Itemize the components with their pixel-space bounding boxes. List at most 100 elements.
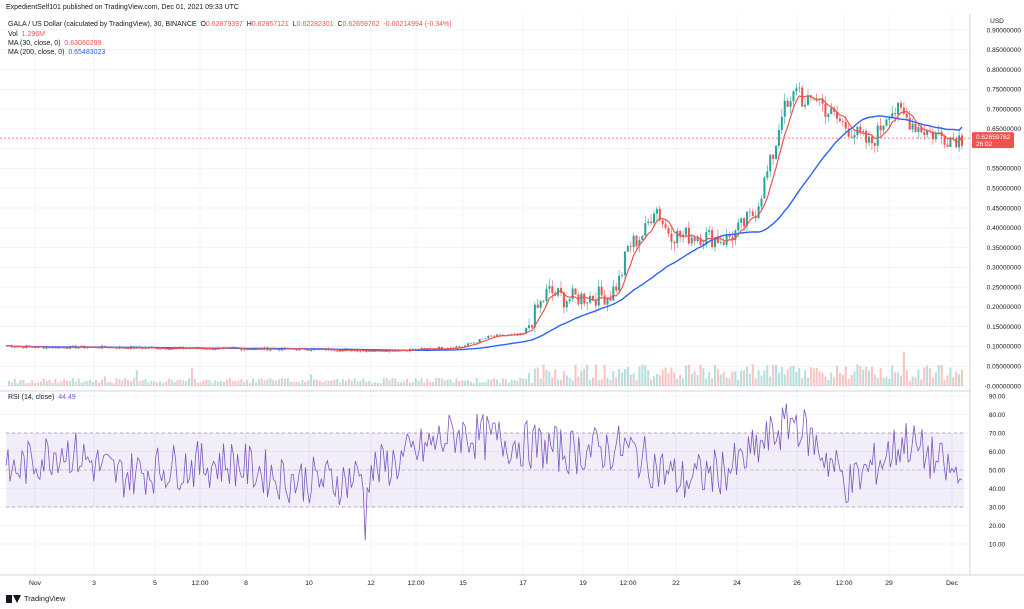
candle-body bbox=[548, 286, 551, 289]
rsi-tick-label: 20.00 bbox=[989, 523, 1006, 530]
ma30-line bbox=[6, 95, 963, 352]
volume-bar bbox=[48, 379, 51, 386]
volume-bar bbox=[240, 379, 243, 386]
candle-body bbox=[185, 348, 188, 350]
volume-bar bbox=[266, 379, 269, 386]
volume-bar bbox=[647, 369, 650, 386]
volume-bar bbox=[388, 380, 391, 386]
candle-body bbox=[734, 230, 737, 241]
candle-body bbox=[737, 222, 740, 231]
candle-body bbox=[568, 299, 571, 302]
candle-body bbox=[623, 251, 626, 276]
volume-bar bbox=[545, 370, 548, 386]
candle-body bbox=[647, 221, 650, 224]
volume-bar bbox=[960, 369, 964, 386]
candle-body bbox=[664, 224, 667, 229]
volume-bar bbox=[757, 370, 760, 386]
footer-brand[interactable]: TradingView bbox=[6, 594, 65, 603]
candle-body bbox=[530, 325, 533, 328]
candle-body bbox=[740, 218, 743, 223]
candle-body bbox=[440, 346, 443, 350]
volume-bar bbox=[507, 382, 510, 386]
candle-body bbox=[865, 130, 868, 143]
candle-body bbox=[745, 211, 748, 227]
candle-body bbox=[158, 348, 162, 350]
volume-bar bbox=[411, 382, 414, 386]
candle-body bbox=[464, 345, 467, 347]
candle-body bbox=[708, 230, 711, 233]
volume-bar bbox=[827, 380, 830, 386]
volume-bar bbox=[228, 378, 231, 386]
volume-bar bbox=[705, 378, 708, 386]
volume-bar bbox=[455, 378, 458, 386]
candle-body bbox=[455, 346, 458, 349]
volume-bar bbox=[635, 380, 638, 386]
volume-bar bbox=[565, 375, 568, 386]
price-axis[interactable]: 0.90000000 0.85000000 0.80000000 0.75000000… bbox=[984, 27, 1021, 390]
candle-body bbox=[658, 208, 661, 221]
volume-bar bbox=[690, 373, 693, 386]
ma200-line bbox=[6, 115, 963, 352]
candle-body bbox=[467, 343, 470, 346]
time-tick-label: 12:00 bbox=[191, 580, 208, 587]
volume-legend[interactable]: Vol 1.296M bbox=[8, 31, 45, 38]
candle-body bbox=[66, 348, 69, 349]
volume-bar bbox=[905, 370, 908, 386]
volume-bar bbox=[574, 364, 577, 386]
volume-bar bbox=[80, 382, 83, 386]
time-axis[interactable]: Nov 3 5 12:00 8 10 12 12:00 15 17 19 12:00 22 24 26 12:… bbox=[29, 580, 959, 587]
volume-bar bbox=[391, 377, 394, 386]
volume-bar bbox=[365, 382, 368, 386]
volume-bar bbox=[176, 379, 179, 386]
rsi-legend[interactable]: RSI (14, close) 44.49 bbox=[8, 394, 76, 401]
volume-bar bbox=[272, 379, 275, 386]
volume-bar bbox=[417, 381, 420, 386]
volume-bar bbox=[525, 378, 528, 386]
ma30-legend[interactable]: MA (30, close, 0) 0.63060299 bbox=[8, 40, 102, 47]
candle-body bbox=[859, 126, 862, 133]
volume-bar bbox=[865, 366, 868, 386]
volume-bar bbox=[850, 374, 853, 386]
volume-bar bbox=[112, 383, 115, 386]
candle-body bbox=[731, 236, 734, 241]
candle-body bbox=[525, 328, 528, 334]
volume-bar bbox=[249, 383, 252, 386]
ma200-legend[interactable]: MA (200, close, 0) 0.65483023 bbox=[8, 49, 106, 56]
time-tick-label: 19 bbox=[579, 580, 587, 587]
ma30-value: 0.63060299 bbox=[64, 40, 102, 47]
grid bbox=[0, 14, 970, 575]
volume-bar bbox=[725, 378, 728, 386]
volume-bar bbox=[501, 378, 504, 386]
volume-bar bbox=[449, 379, 452, 386]
candle-body bbox=[243, 349, 246, 351]
candle-body bbox=[307, 349, 310, 351]
candle-body bbox=[655, 208, 658, 214]
countdown-value: 26:02 bbox=[976, 141, 993, 148]
candle-body bbox=[667, 228, 670, 234]
candle-body bbox=[690, 237, 693, 244]
volume-bar bbox=[615, 377, 618, 386]
candle-body bbox=[310, 350, 313, 351]
volume-bar bbox=[28, 382, 31, 386]
price-tick-label: 0.70000000 bbox=[987, 106, 1022, 113]
rsi-axis[interactable]: 90.00 80.00 70.00 60.00 50.00 40.00 30.00 20.00… bbox=[989, 393, 1006, 548]
candle-body bbox=[795, 88, 798, 92]
volume-bar bbox=[751, 364, 754, 386]
volume-bar bbox=[251, 378, 255, 386]
volume-bar bbox=[879, 368, 882, 386]
volume-bar bbox=[937, 365, 940, 386]
volume-bar bbox=[435, 378, 438, 386]
volume-bar bbox=[333, 379, 336, 386]
volume-bar bbox=[199, 382, 202, 386]
volume-bar bbox=[144, 378, 147, 386]
volume-bar bbox=[440, 378, 443, 386]
volume-bar bbox=[57, 382, 60, 386]
volume-bar bbox=[760, 375, 763, 386]
candle-body bbox=[868, 136, 871, 143]
volume-bar bbox=[475, 378, 478, 386]
volume-bar bbox=[275, 380, 278, 386]
volume-bar bbox=[891, 365, 894, 386]
volume-bar bbox=[940, 365, 943, 386]
volume-bar bbox=[222, 382, 225, 386]
